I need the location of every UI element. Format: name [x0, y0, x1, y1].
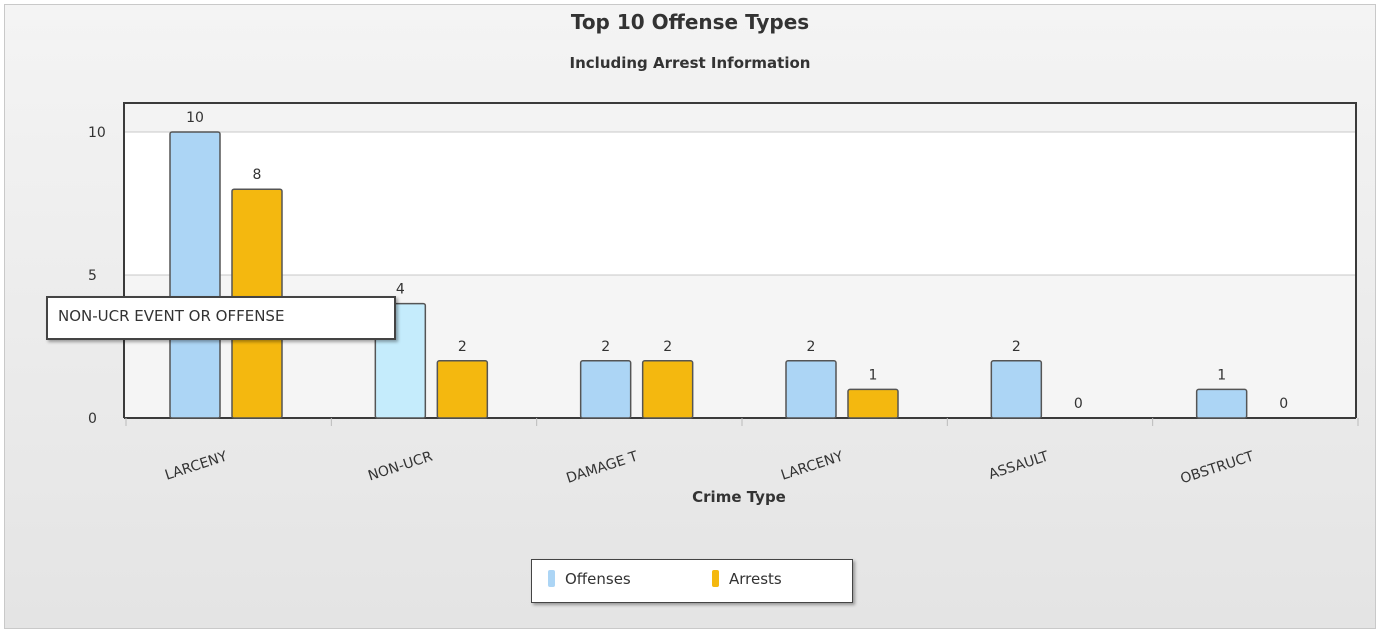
bar-arrests-larceny[interactable]: [847, 388, 899, 419]
x-tick-label: LARCENY: [779, 448, 846, 483]
x-axis-title: Crime Type: [692, 488, 786, 506]
bar-tooltip: NON-UCR EVENT OR OFFENSE: [46, 296, 396, 340]
legend-item-arrests[interactable]: Arrests: [712, 560, 782, 600]
x-tick-label: ASSAULT: [987, 448, 1051, 482]
bar-arrests-non-ucr[interactable]: [436, 360, 489, 419]
bar-offenses-assault[interactable]: [990, 360, 1043, 419]
chart-title: Top 10 Offense Types: [570, 10, 810, 34]
data-label: 2: [1012, 339, 1021, 355]
y-tick-label: 10: [88, 125, 106, 141]
bar-offenses-larceny[interactable]: [785, 360, 837, 419]
bar-offenses-larceny[interactable]: [169, 131, 221, 419]
data-label: 2: [807, 339, 816, 355]
data-label: 8: [253, 167, 262, 183]
x-tick-label: OBSTRUCT: [1179, 448, 1257, 487]
data-label: 2: [458, 339, 467, 355]
data-label: 2: [601, 339, 610, 355]
x-tick-label: LARCENY: [163, 448, 230, 483]
plot-band-upper: [124, 132, 1356, 275]
data-label: 4: [396, 282, 405, 298]
bar-offenses-damage-t[interactable]: [579, 360, 632, 419]
legend-swatch-arrests: [712, 570, 719, 587]
data-label: 0: [1074, 396, 1083, 412]
legend-swatch-offenses: [548, 570, 555, 587]
y-tick-label: 5: [88, 268, 97, 284]
data-label: 2: [663, 339, 672, 355]
legend-label-arrests: Arrests: [729, 570, 782, 588]
legend-item-offenses[interactable]: Offenses: [548, 560, 631, 600]
bar-arrests-damage-t[interactable]: [641, 360, 694, 419]
x-tick-label: DAMAGE T: [564, 448, 640, 486]
x-tick-label: NON-UCR: [366, 449, 435, 485]
plot-frame: [123, 102, 1357, 418]
data-label: 1: [869, 367, 878, 383]
data-label: 1: [1217, 367, 1226, 383]
data-label: 0: [1279, 396, 1288, 412]
plot-band-top: [124, 103, 1356, 132]
legend-label-offenses: Offenses: [565, 570, 631, 588]
data-label: 10: [186, 110, 204, 126]
bar-offenses-obstruct[interactable]: [1195, 388, 1248, 419]
chart-subtitle: Including Arrest Information: [569, 54, 811, 72]
y-tick-label: 0: [88, 411, 97, 427]
chart-legend: Offenses Arrests: [531, 559, 853, 603]
